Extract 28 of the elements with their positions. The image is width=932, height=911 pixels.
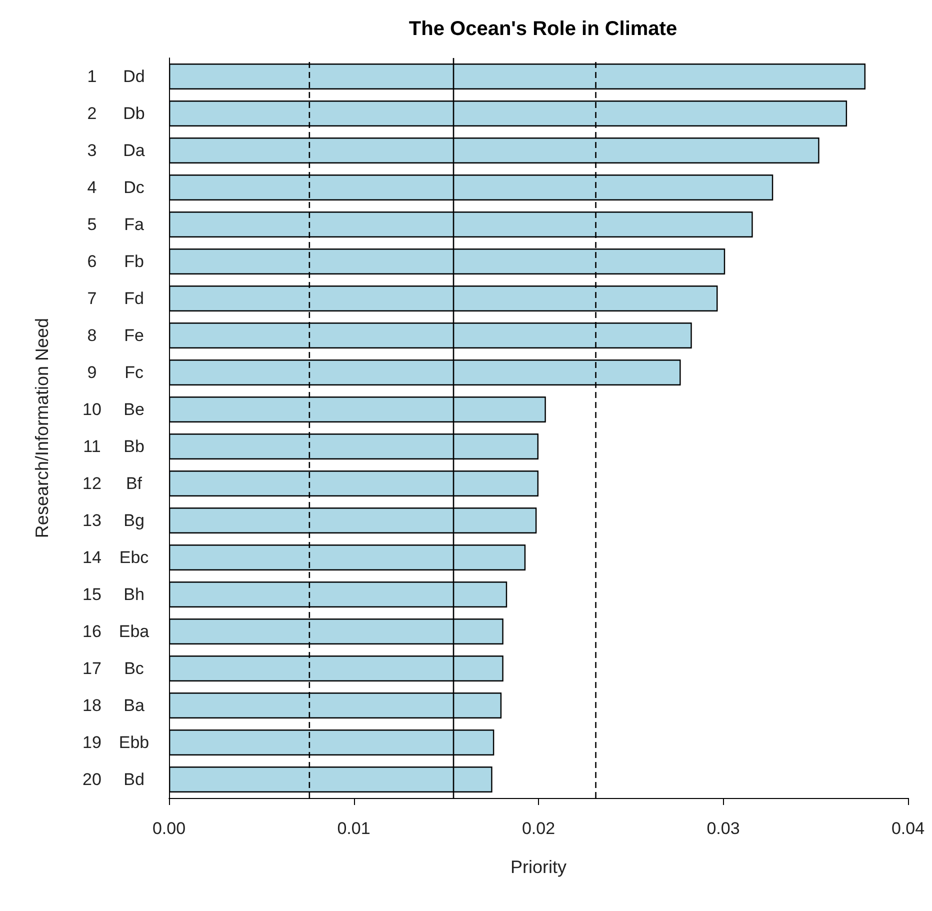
category-label: 13 Bg bbox=[82, 511, 144, 530]
x-tick-label: 0.01 bbox=[337, 819, 370, 838]
y-tick-label: 16 Eba bbox=[82, 622, 150, 641]
category-label: 20 Bd bbox=[82, 770, 144, 789]
category-label: 12 Bf bbox=[82, 474, 142, 493]
category-label: 6 Fb bbox=[87, 252, 144, 271]
category-label: 8 Fe bbox=[87, 326, 144, 345]
x-tick-label: 0.04 bbox=[891, 819, 925, 838]
category-label: 11 Bb bbox=[83, 437, 144, 456]
category-label: 1 Dd bbox=[87, 67, 145, 86]
chart-title: The Ocean's Role in Climate bbox=[408, 18, 678, 40]
category-label: 7 Fd bbox=[87, 289, 144, 308]
category-label: 10 Be bbox=[82, 400, 144, 419]
category-label: 2 Db bbox=[87, 104, 145, 123]
category-label: 15 Bh bbox=[82, 585, 144, 604]
category-label: 18 Ba bbox=[82, 696, 144, 715]
x-axis-title: Priority bbox=[510, 857, 567, 877]
category-label: 9 Fc bbox=[87, 363, 144, 382]
category-label: 4 Dc bbox=[87, 178, 144, 197]
x-tick-label: 0.00 bbox=[152, 819, 186, 838]
category-label: 5 Fa bbox=[87, 215, 144, 234]
y-axis-title: Research/Information Need bbox=[32, 318, 52, 538]
category-label: 3 Da bbox=[87, 141, 145, 160]
x-tick-label: 0.03 bbox=[706, 819, 740, 838]
category-label: 17 Bc bbox=[82, 659, 144, 678]
x-tick-label: 0.02 bbox=[522, 819, 556, 838]
y-tick-label: 14 Ebc bbox=[82, 548, 150, 567]
y-tick-label: 19 Ebb bbox=[82, 733, 150, 752]
